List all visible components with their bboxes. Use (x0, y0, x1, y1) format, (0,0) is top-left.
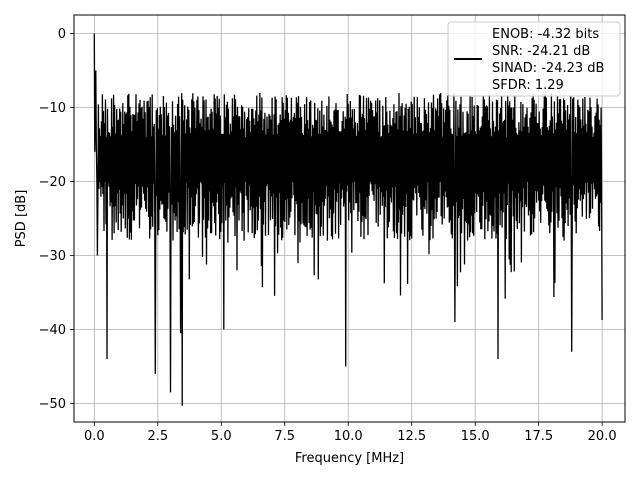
x-tick-label: 0.0 (84, 429, 105, 444)
x-axis-label: Frequency [MHz] (295, 451, 404, 466)
legend-enob: ENOB: -4.32 bits (492, 27, 599, 42)
x-tick-label: 12.5 (397, 429, 426, 444)
legend: ENOB: -4.32 bits SNR: -24.21 dB SINAD: -… (447, 21, 621, 97)
psd-series (93, 33, 603, 406)
y-tick-label: −30 (39, 249, 66, 264)
y-tick-label: −40 (39, 323, 66, 338)
x-axis-ticks: 0.0 2.5 5.0 7.5 10.0 12.5 15.0 17.5 20.0 (84, 422, 617, 444)
y-tick-label: −20 (39, 175, 66, 190)
legend-sfdr: SFDR: 1.29 (492, 78, 564, 93)
x-tick-label: 7.5 (274, 429, 295, 444)
x-tick-label: 20.0 (588, 429, 617, 444)
legend-snr: SNR: -24.21 dB (492, 44, 590, 59)
x-tick-label: 15.0 (461, 429, 490, 444)
y-tick-label: −10 (39, 101, 66, 116)
plot-frame (73, 14, 626, 423)
legend-sinad: SINAD: -24.23 dB (492, 61, 604, 76)
x-tick-label: 5.0 (211, 429, 232, 444)
psd-line (93, 33, 603, 406)
x-tick-label: 10.0 (334, 429, 363, 444)
x-tick-label: 2.5 (147, 429, 168, 444)
y-tick-label: −50 (39, 397, 66, 412)
legend-box (447, 21, 621, 97)
y-tick-label: 0 (58, 27, 66, 42)
y-axis-label: PSD [dB] (14, 190, 29, 248)
x-tick-label: 17.5 (524, 429, 553, 444)
y-axis-ticks: 0 −10 −20 −30 −40 −50 (39, 27, 74, 412)
